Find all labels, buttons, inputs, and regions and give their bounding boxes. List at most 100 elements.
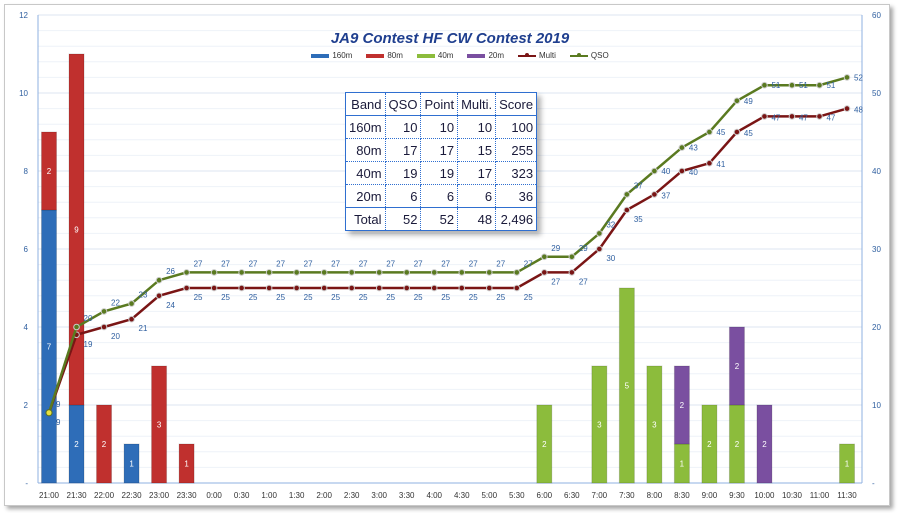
data-label: 45	[716, 128, 725, 137]
bar-40m	[536, 404, 553, 484]
data-label: 27	[331, 259, 340, 268]
data-label: 27	[579, 277, 588, 286]
bar-label: 1	[680, 460, 685, 469]
point-Multi	[485, 284, 493, 292]
bar-label: 2	[47, 167, 52, 176]
point-QSO	[155, 276, 163, 284]
data-label: 35	[634, 215, 643, 224]
point-QSO	[651, 167, 658, 175]
point-QSO	[73, 323, 80, 331]
point-Multi	[788, 113, 796, 120]
legend-20m: 20m	[467, 51, 504, 60]
x-tick-label: 4:30	[454, 491, 470, 500]
bar-label: 2	[735, 440, 740, 449]
y-tick-left: 2	[24, 401, 29, 410]
data-label: 25	[414, 293, 423, 302]
bar-label: 1	[184, 460, 189, 469]
data-label: 37	[661, 191, 670, 200]
data-label: 51	[826, 81, 835, 90]
data-label: 25	[441, 293, 450, 302]
cell: 10	[457, 115, 497, 139]
y-tick-left: 10	[19, 89, 28, 98]
data-label: 40	[689, 168, 698, 177]
data-label: 27	[441, 259, 450, 268]
point-QSO	[596, 230, 603, 237]
point-QSO	[265, 269, 273, 276]
point-Multi	[596, 245, 603, 253]
point-Multi	[706, 159, 713, 167]
y-tick-right: 50	[872, 89, 881, 98]
data-label: 25	[386, 293, 395, 302]
cell: 100	[495, 115, 538, 139]
data-label: 9	[56, 418, 61, 427]
data-label: 27	[551, 277, 560, 286]
data-label: 47	[771, 113, 780, 122]
data-label: 19	[84, 340, 93, 349]
point-Multi	[651, 191, 658, 198]
data-label: 30	[606, 254, 615, 263]
x-tick-label: 23:00	[149, 491, 170, 500]
data-label: 27	[249, 259, 258, 268]
bar-40m	[701, 404, 718, 484]
y-tick-right: -	[872, 479, 875, 488]
x-tick-label: 10:00	[754, 491, 775, 500]
bar-label: 9	[74, 226, 79, 235]
point-Multi	[128, 315, 135, 323]
legend-multi: Multi	[518, 51, 556, 60]
data-label: 27	[469, 259, 478, 268]
y-tick-left: 8	[24, 167, 29, 176]
x-tick-label: 2:30	[344, 491, 360, 500]
bar-label: 2	[680, 401, 685, 410]
bar-80m	[151, 365, 168, 484]
bar-label: 2	[735, 362, 740, 371]
bar-80m	[96, 404, 113, 484]
point-highlight	[45, 409, 53, 417]
cell: 6	[457, 184, 497, 208]
point-QSO	[788, 81, 796, 89]
point-QSO	[210, 269, 218, 276]
score-table: Band QSO Point Multi. Score 160m 10 10 10 10…	[345, 92, 538, 231]
header-multi: Multi.	[457, 92, 497, 116]
point-Multi	[403, 284, 411, 292]
line-QSO	[47, 76, 848, 414]
data-label: 48	[854, 106, 863, 115]
point-QSO	[706, 128, 713, 136]
x-tick-label: 6:30	[564, 491, 580, 500]
data-label: 52	[854, 73, 863, 82]
x-tick-label: 8:00	[647, 491, 663, 500]
x-tick-label: 6:00	[537, 491, 553, 500]
point-QSO	[678, 144, 686, 151]
data-label: 20	[111, 332, 120, 341]
data-label: 27	[414, 259, 423, 268]
point-QSO	[348, 269, 355, 276]
y-tick-left: 4	[24, 323, 29, 332]
table-row: 40m 19 19 17 323	[345, 161, 538, 185]
bar-40m	[591, 365, 608, 484]
x-tick-label: 11:00	[810, 491, 830, 500]
point-QSO	[485, 269, 493, 276]
point-QSO	[816, 81, 823, 89]
data-label: 29	[551, 244, 560, 253]
data-label: 37	[634, 181, 643, 190]
cell: 323	[495, 161, 538, 185]
line-Multi	[47, 107, 848, 414]
data-label: 20	[84, 314, 93, 323]
bar-label: 2	[74, 440, 79, 449]
point-Multi	[430, 284, 438, 292]
point-Multi	[265, 284, 273, 292]
point-QSO	[430, 269, 438, 276]
bar-label: 2	[762, 440, 767, 449]
point-Multi	[458, 284, 466, 292]
y-tick-left: -	[25, 479, 28, 488]
header-score: Score	[495, 92, 538, 116]
point-QSO	[513, 269, 521, 276]
cell: 48	[457, 207, 497, 231]
header-band: Band	[345, 92, 386, 116]
data-label: 25	[469, 293, 478, 302]
table-row: 80m 17 17 15 255	[345, 138, 538, 162]
data-label: 27	[386, 259, 395, 268]
point-QSO	[458, 269, 466, 276]
bar-label: 2	[707, 440, 712, 449]
y-tick-right: 30	[872, 245, 881, 254]
